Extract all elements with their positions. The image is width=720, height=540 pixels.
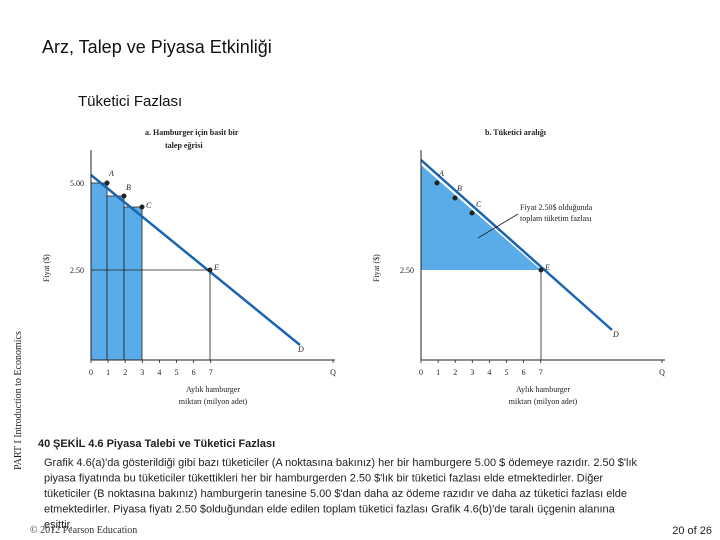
y-tick-label: 2.50 — [70, 266, 84, 275]
panel-a: A B C E D 5.00 2.50 Fiyat ($) a. Hamburg… — [42, 128, 335, 406]
x-axis-label: Aylık hamburger — [186, 385, 240, 394]
figure-number: 40 — [38, 438, 50, 450]
x-tick-label: 3 — [140, 368, 144, 377]
x-tick-label: 7 — [539, 368, 543, 377]
x-tick-label: 2 — [453, 368, 457, 377]
x-tick-label: 5 — [505, 368, 509, 377]
bar — [90, 182, 108, 361]
y-axis-label: Fiyat ($) — [372, 254, 381, 282]
annotation-leader — [477, 213, 519, 239]
point-label: D — [297, 345, 304, 354]
point-label: A — [438, 169, 444, 178]
point — [121, 193, 127, 199]
caption-heading: ŞEKİL 4.6 Piyasa Talebi ve Tüketici Fazl… — [53, 437, 275, 450]
point-label: E — [213, 263, 219, 272]
x-tick-label: 7 — [209, 368, 213, 377]
y-tick-label: 5.00 — [70, 179, 84, 188]
annotation: toplam tüketim fazlası — [520, 214, 592, 223]
demand-line — [420, 159, 613, 331]
x-tick-label: Q — [330, 368, 336, 377]
annotation: Fiyat 2.50$ olduğunda — [520, 203, 593, 212]
x-tick-label: 2 — [123, 368, 127, 377]
point — [207, 267, 213, 273]
slide-subtitle: Tüketici Fazlası — [78, 93, 182, 110]
x-axis-label: miktarı (milyon adet) — [179, 397, 248, 406]
slide-title: Arz, Talep ve Piyasa Etkinliği — [42, 37, 272, 57]
point — [538, 267, 544, 273]
x-tick-label: 6 — [192, 368, 196, 377]
point — [104, 180, 110, 186]
demand-line — [90, 174, 301, 346]
caption-line: eşittir. — [44, 519, 73, 531]
x-tick-label: 1 — [436, 368, 440, 377]
caption-line: tüketiciler (B noktasına bakınız) hambur… — [44, 488, 627, 500]
x-tick-label: 5 — [175, 368, 179, 377]
x-axis-label: miktarı (milyon adet) — [509, 397, 578, 406]
y-tick-label: 2.50 — [400, 266, 414, 275]
panel-heading: a. Hamburger için basit bir — [145, 128, 239, 137]
caption-body: Grafik 4.6(a)'da gösterildiği gibi bazı … — [44, 457, 638, 531]
x-tick-label: 0 — [89, 368, 93, 377]
panel-heading: b. Tüketici aralığı — [485, 128, 547, 137]
point-label: C — [146, 201, 152, 210]
point-label: C — [476, 200, 482, 209]
y-axis-label: Fiyat ($) — [42, 254, 51, 282]
side-label: PART I Introduction to Economics — [13, 331, 24, 470]
surplus-area — [421, 165, 541, 270]
x-tick-label: 0 — [419, 368, 423, 377]
point — [139, 204, 145, 210]
page-number: 20 of 26 — [672, 525, 712, 537]
point-label: B — [457, 184, 462, 193]
x-tick-label: 4 — [487, 368, 491, 377]
bar — [106, 195, 125, 361]
x-tick-label: 1 — [106, 368, 110, 377]
x-tick-label: 4 — [157, 368, 161, 377]
point-label: E — [544, 263, 550, 272]
bar — [123, 206, 143, 361]
panel-heading: talep eğrisi — [165, 141, 203, 150]
point — [452, 195, 458, 201]
point-label: A — [108, 169, 114, 178]
x-tick-label: Q — [659, 368, 665, 377]
point — [434, 180, 440, 186]
x-tick-label: 3 — [470, 368, 474, 377]
x-tick-label: 6 — [522, 368, 526, 377]
caption-line: Grafik 4.6(a)'da gösterildiği gibi bazı … — [44, 457, 638, 469]
x-axis-label: Aylık hamburger — [516, 385, 570, 394]
panel-b: A B C E D 2.50 Fiyat ($) b. Tüketici ara… — [372, 128, 665, 406]
caption-line: piyasa fiyatında bu tüketiciler tükettik… — [44, 473, 603, 485]
copyright: © 2012 Pearson Education — [30, 525, 137, 536]
point-label: B — [126, 183, 131, 192]
point-label: D — [612, 330, 619, 339]
caption-line: etmektedirler. Piyasa fiyatı 2.50 $olduğ… — [44, 504, 616, 516]
point — [469, 210, 475, 216]
